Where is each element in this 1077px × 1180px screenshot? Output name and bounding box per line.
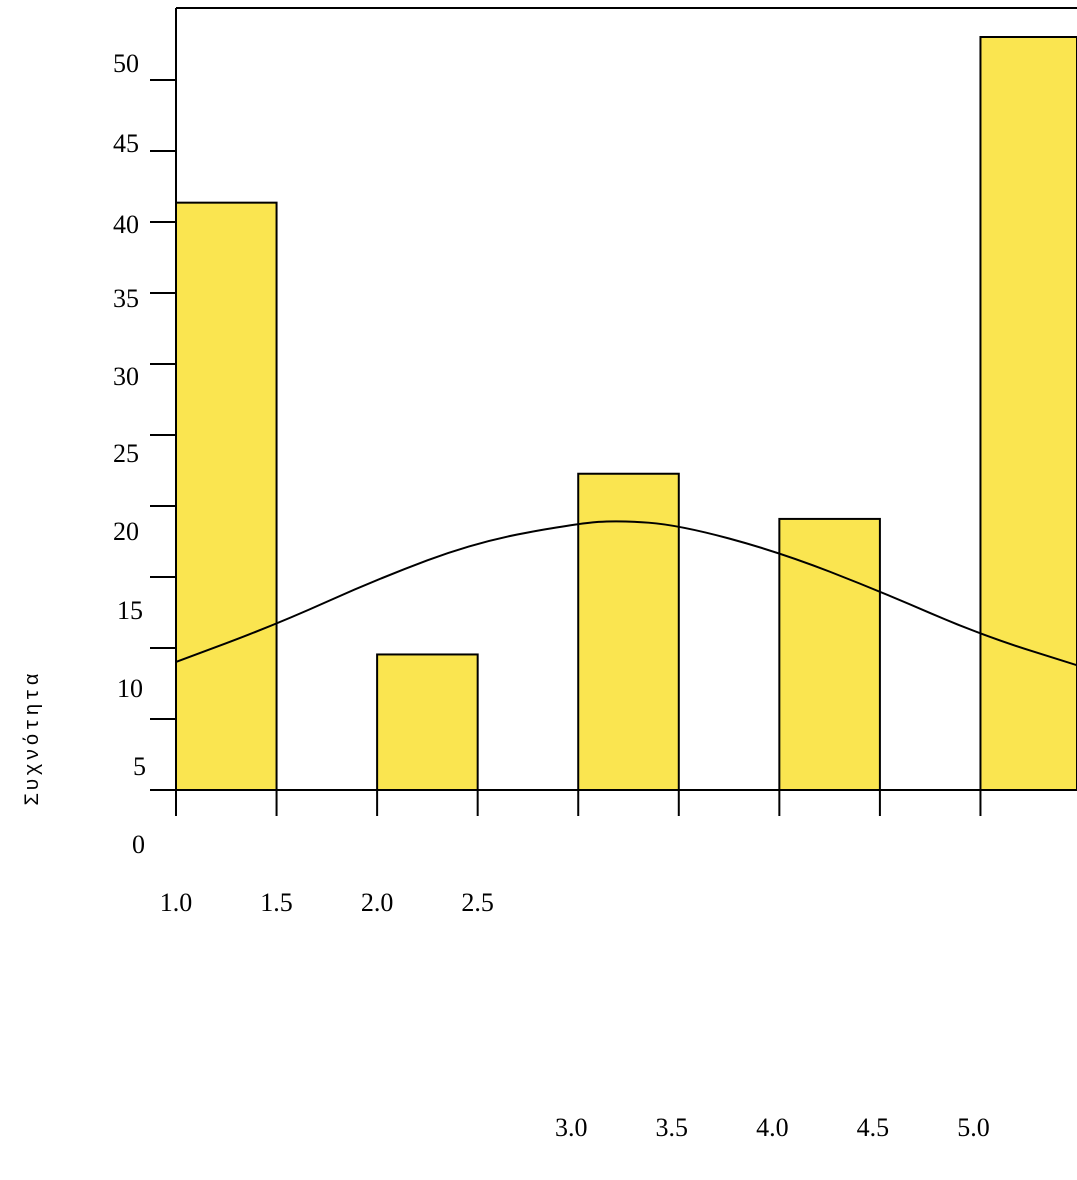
x-tick-label: 5.0 [957, 1113, 990, 1142]
labels-layer: 0 5 10 15 20 25 30 35 40 45 50 1.0 1.5 2.0 2.5 3.0 3.5 4.… [22, 49, 990, 1142]
y-tick-label: 30 [113, 362, 139, 391]
histogram-bar [979, 36, 1077, 791]
x-tick-label: 2.0 [361, 888, 394, 917]
normal-curve [175, 520, 1077, 667]
histogram-bar [376, 653, 479, 792]
histogram-bar [175, 201, 278, 792]
x-tick-label: 3.0 [555, 1113, 588, 1142]
y-tick-label: 0 [132, 830, 145, 859]
x-tick-label: 1.0 [160, 888, 193, 917]
curve-layer [175, 520, 1077, 667]
x-tick-label: 4.5 [857, 1113, 890, 1142]
y-tick-label: 35 [113, 284, 139, 313]
x-tick-label: 4.0 [756, 1113, 789, 1142]
x-tick-label: 3.5 [656, 1113, 689, 1142]
bars-layer [175, 36, 1077, 792]
y-tick-label: 45 [113, 129, 139, 158]
y-tick-label: 40 [113, 210, 139, 239]
axes-layer [150, 7, 1077, 816]
histogram-bar [778, 517, 881, 791]
y-tick-label: 15 [117, 596, 143, 625]
x-tick-label: 1.5 [260, 888, 293, 917]
x-tick-label: 2.5 [461, 888, 494, 917]
histogram-bar [577, 472, 680, 791]
y-tick-label: 25 [113, 439, 139, 468]
y-tick-label: 20 [113, 517, 139, 546]
y-tick-label: 5 [133, 752, 146, 781]
y-tick-label: 10 [117, 674, 143, 703]
y-tick-label: 50 [113, 49, 139, 78]
y-axis-label: Συχνότητα [22, 670, 45, 805]
